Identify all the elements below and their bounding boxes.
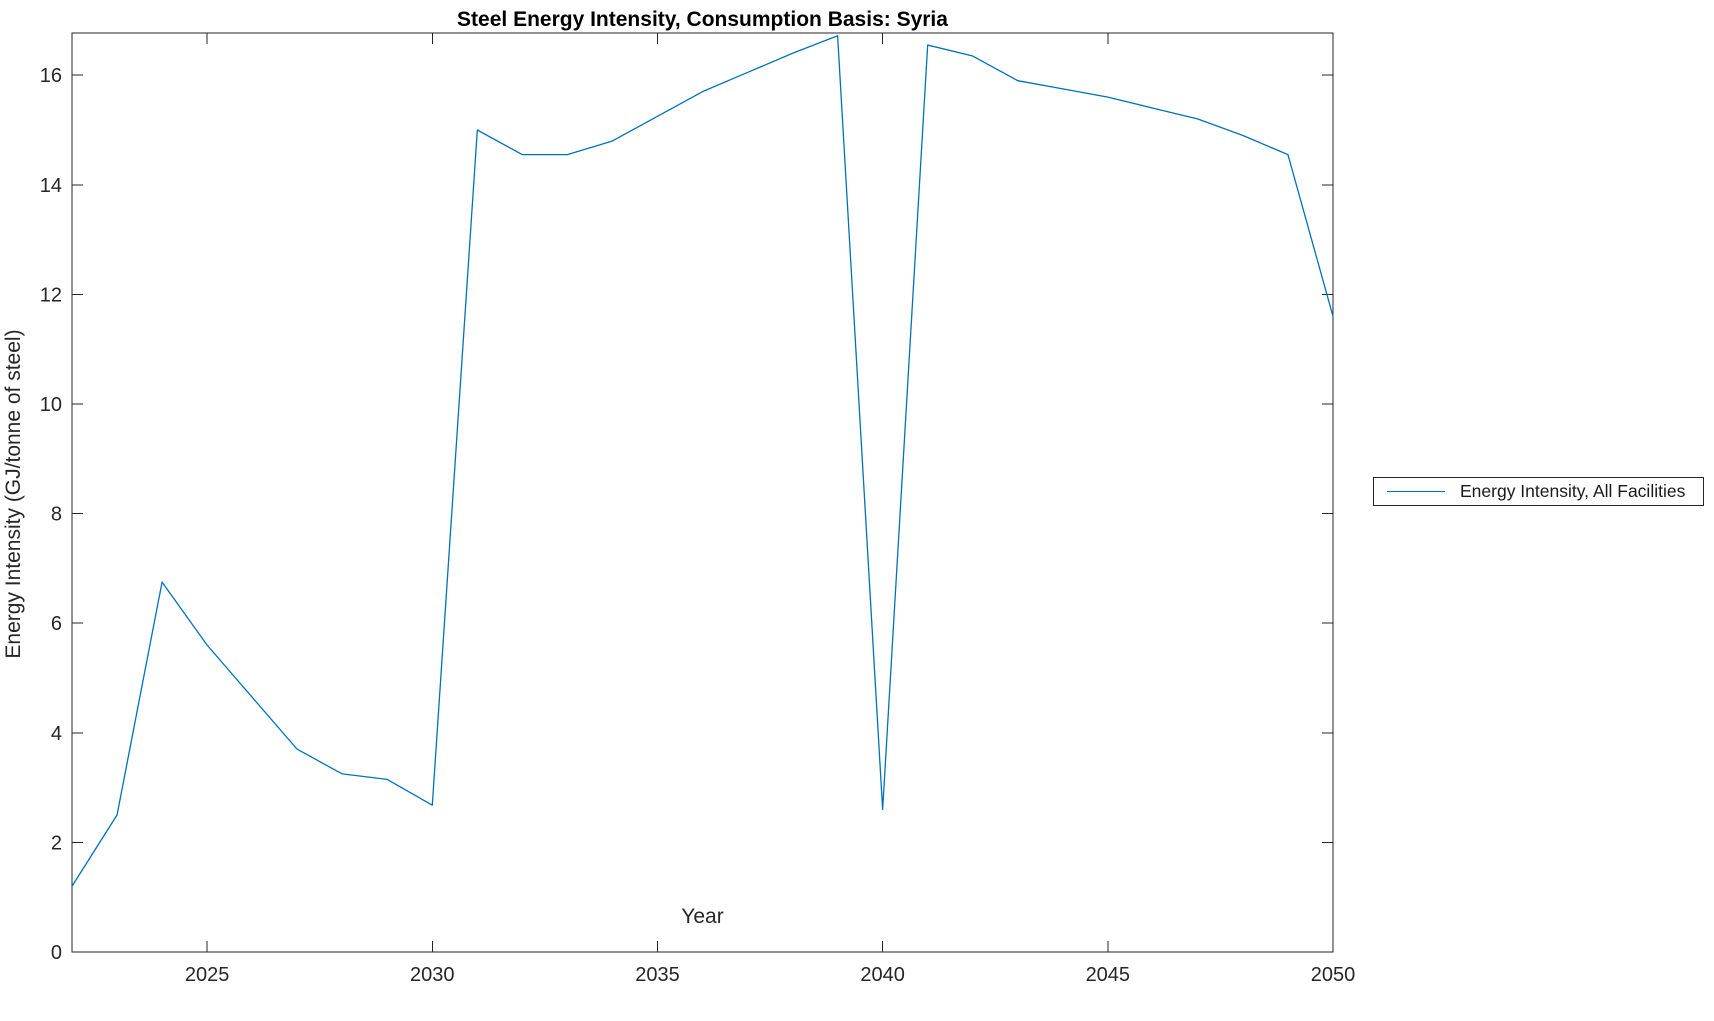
y-tick-label: 0 (51, 942, 62, 964)
y-tick-label: 6 (51, 613, 62, 635)
axes-box (71, 32, 1334, 953)
x-tick-label: 2045 (1086, 964, 1131, 986)
x-tick-label: 2025 (185, 964, 230, 986)
x-tick-label: 2030 (410, 964, 455, 986)
y-tick-label: 4 (51, 723, 62, 745)
x-axis-label: Year (681, 905, 724, 928)
y-tick-label: 8 (51, 504, 62, 526)
y-tick-label: 14 (40, 175, 62, 197)
y-tick-label: 10 (40, 394, 62, 416)
legend-entry-label: Energy Intensity, All Facilities (1460, 481, 1686, 501)
legend-line-sample (1387, 491, 1445, 492)
legend: Energy Intensity, All Facilities (1373, 477, 1704, 506)
y-tick-label: 12 (40, 284, 62, 306)
x-tick-label: 2040 (860, 964, 905, 986)
y-tick-label: 2 (51, 832, 62, 854)
data-line (71, 35, 1334, 887)
x-tick-label: 2050 (1311, 964, 1356, 986)
chart-title: Steel Energy Intensity, Consumption Basi… (457, 8, 948, 31)
y-tick-label: 16 (40, 65, 62, 87)
y-axis-label: Energy Intensity (GJ/tonne of steel) (2, 329, 25, 659)
x-tick-label: 2035 (635, 964, 680, 986)
